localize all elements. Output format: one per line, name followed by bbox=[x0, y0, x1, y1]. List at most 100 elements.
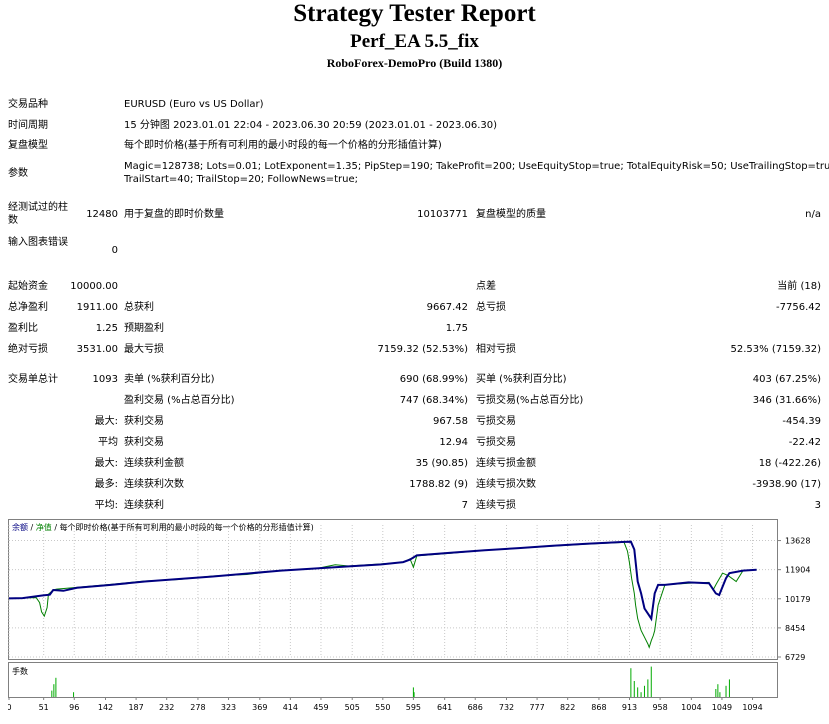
avg-profit-value: 12.94 bbox=[439, 437, 468, 448]
maximum-prefix: 最大: bbox=[94, 458, 118, 469]
broker-build: RoboForex-DemoPro (Build 1380) bbox=[326, 56, 503, 70]
x-axis-ticks: 0 51 96 142 187 232 278 323 369 414 459 505 550 595 64… bbox=[8, 697, 763, 712]
x-tick-label: 595 bbox=[406, 703, 421, 712]
deposit-value: 10000.00 bbox=[70, 281, 118, 292]
net-profit-label: 总净盈利 bbox=[8, 302, 48, 313]
params-line2: TrailStart=40; TrailStop=20; FollowNews=… bbox=[124, 174, 358, 185]
avg-loss-value: -22.42 bbox=[788, 437, 821, 448]
avg-cons-losses-label: 连续亏损 bbox=[476, 500, 516, 511]
main-chart-frame bbox=[8, 519, 778, 660]
profit-factor-label: 盈利比 bbox=[8, 323, 38, 334]
abs-drawdown-value: 3531.00 bbox=[76, 344, 118, 355]
bars-label: 经测试过的柱数 bbox=[8, 202, 68, 226]
short-positions-label: 卖单 (%获利百分比) bbox=[124, 374, 215, 385]
x-tick-label: 278 bbox=[190, 703, 205, 712]
symbol-label: 交易品种 bbox=[8, 99, 48, 110]
x-tick-label: 913 bbox=[622, 703, 637, 712]
total-trades-value: 1093 bbox=[92, 374, 118, 385]
x-tick-label: 0 bbox=[8, 703, 12, 712]
y-tick-label: 13628 bbox=[785, 537, 810, 546]
max-cons-loss-value: -3938.90 (17) bbox=[752, 479, 821, 490]
rel-drawdown-label: 相对亏损 bbox=[476, 344, 516, 355]
bars-value: 12480 bbox=[86, 209, 118, 220]
long-positions-label: 买单 (%获利百分比) bbox=[476, 374, 567, 385]
x-tick-label: 777 bbox=[529, 703, 544, 712]
spread-label: 点差 bbox=[476, 281, 496, 292]
x-tick-label: 323 bbox=[221, 703, 236, 712]
avg-cons-losses-value: 3 bbox=[814, 500, 821, 511]
model-value: 每个即时价格(基于所有可利用的最小时段的每一个价格的分形插值计算) bbox=[124, 140, 442, 151]
params-line1: Magic=128738; Lots=0.01; LotExponent=1.3… bbox=[124, 161, 829, 172]
errors-value: 0 bbox=[111, 245, 118, 256]
x-tick-label: 868 bbox=[591, 703, 606, 712]
x-tick-label: 550 bbox=[375, 703, 390, 712]
x-tick-label: 641 bbox=[437, 703, 452, 712]
largest-profit-value: 967.58 bbox=[433, 416, 468, 427]
svg-text:余额 / 净值 / 每个即时价格(基于所有可利用的最小时段的: 余额 / 净值 / 每个即时价格(基于所有可利用的最小时段的每一个价格的分形插值… bbox=[12, 522, 314, 532]
ticks-value: 10103771 bbox=[417, 209, 468, 220]
period-label: 时间周期 bbox=[8, 120, 48, 131]
max-cons-losses-value: 18 (-422.26) bbox=[758, 458, 821, 469]
expected-payoff-label: 预期盈利 bbox=[124, 323, 164, 334]
gross-profit-value: 9667.42 bbox=[426, 302, 468, 313]
largest-profit-label: 获利交易 bbox=[124, 416, 164, 427]
average-prefix: 平均 bbox=[98, 437, 118, 448]
net-profit-value: 1911.00 bbox=[76, 302, 118, 313]
errors-label: 输入图表错误 bbox=[8, 237, 68, 248]
max-cons-losses-label: 连续亏损金额 bbox=[476, 458, 536, 469]
max-cons-wins-label: 连续获利金额 bbox=[124, 458, 184, 469]
long-positions-value: 403 (67.25%) bbox=[752, 374, 821, 385]
ticks-label: 用于复盘的即时价数量 bbox=[124, 209, 224, 220]
x-tick-label: 187 bbox=[128, 703, 143, 712]
x-tick-label: 51 bbox=[39, 703, 49, 712]
params-label: 参数 bbox=[8, 168, 28, 179]
x-tick-label: 232 bbox=[159, 703, 174, 712]
max-cons-profit-label: 连续获利次数 bbox=[124, 479, 184, 490]
max-cons-wins-value: 35 (90.85) bbox=[415, 458, 468, 469]
legend-balance: 余额 bbox=[12, 522, 28, 532]
y-tick-label: 8454 bbox=[785, 624, 805, 633]
deposit-label: 起始资金 bbox=[8, 281, 48, 292]
max-drawdown-value: 7159.32 (52.53%) bbox=[377, 344, 468, 355]
avg-cons-prefix: 平均: bbox=[94, 500, 118, 511]
x-tick-label: 732 bbox=[499, 703, 514, 712]
y-tick-label: 11904 bbox=[785, 566, 810, 575]
model-label: 复盘模型 bbox=[8, 140, 48, 151]
gross-loss-label: 总亏损 bbox=[476, 302, 506, 313]
x-tick-label: 505 bbox=[345, 703, 360, 712]
largest-loss-value: -454.39 bbox=[782, 416, 821, 427]
balance-equity-chart: 余额 / 净值 / 每个即时价格(基于所有可利用的最小时段的每一个价格的分形插值… bbox=[8, 519, 810, 712]
x-tick-label: 414 bbox=[283, 703, 298, 712]
chart-grid bbox=[8, 525, 777, 658]
ea-name: Perf_EA 5.5_fix bbox=[350, 31, 479, 52]
y-tick-label: 10179 bbox=[785, 595, 810, 604]
volume-bars bbox=[51, 666, 730, 697]
max-drawdown-label: 最大亏损 bbox=[124, 344, 164, 355]
legend-equity: 净值 bbox=[36, 522, 52, 532]
quality-value: n/a bbox=[805, 209, 821, 220]
loss-trades-label: 亏损交易(%占总百分比) bbox=[476, 395, 584, 406]
short-positions-value: 690 (68.99%) bbox=[399, 374, 468, 385]
loss-trades-value: 346 (31.66%) bbox=[752, 395, 821, 406]
x-tick-label: 822 bbox=[560, 703, 575, 712]
profit-trades-label: 盈利交易 (%占总百分比) bbox=[124, 395, 235, 406]
largest-loss-label: 亏损交易 bbox=[476, 416, 516, 427]
x-tick-label: 369 bbox=[252, 703, 267, 712]
most-prefix: 最多: bbox=[94, 479, 118, 490]
volume-label: 手数 bbox=[12, 666, 28, 676]
largest-prefix: 最大: bbox=[94, 416, 118, 427]
total-trades-label: 交易单总计 bbox=[8, 374, 58, 385]
legend-model: 每个即时价格(基于所有可利用的最小时段的每一个价格的分形插值计算) bbox=[60, 522, 314, 532]
max-cons-profit-value: 1788.82 (9) bbox=[409, 479, 468, 490]
balance-line bbox=[8, 540, 757, 622]
period-value: 15 分钟图 2023.01.01 22:04 - 2023.06.30 20:… bbox=[124, 120, 498, 131]
x-tick-label: 1094 bbox=[742, 703, 762, 712]
x-tick-label: 459 bbox=[313, 703, 328, 712]
avg-loss-label: 亏损交易 bbox=[476, 437, 516, 448]
profit-trades-value: 747 (68.34%) bbox=[399, 395, 468, 406]
x-tick-label: 96 bbox=[69, 703, 79, 712]
quality-label: 复盘模型的质量 bbox=[476, 209, 546, 220]
x-tick-label: 1049 bbox=[712, 703, 732, 712]
volume-chart-frame bbox=[8, 662, 778, 698]
expected-payoff-value: 1.75 bbox=[445, 323, 468, 334]
